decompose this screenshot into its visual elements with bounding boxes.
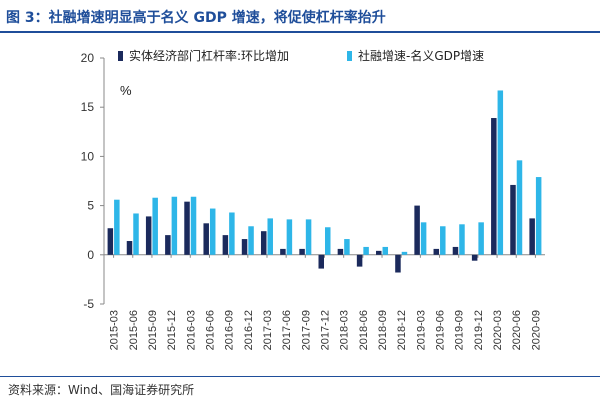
legend-swatch-leverage: [118, 51, 123, 61]
x-tick-label: 2017-12: [320, 310, 332, 350]
bar-leverage-change: [356, 254, 363, 267]
chart-legend: 实体经济部门杠杆率:环比增加 社融增速-名义GDP增速: [118, 48, 484, 63]
bar-financing-gdp-gap: [171, 196, 178, 255]
chart-axes: -5 0 5 10 15 20 2015-03 2015-06 2015-09 2015-12 20…: [81, 51, 545, 350]
bar-leverage-change: [491, 118, 497, 255]
bar-leverage-change: [376, 250, 382, 255]
bar-leverage-change: [395, 254, 401, 273]
x-tick-label: 2015-03: [109, 310, 121, 350]
bar-financing-gdp-gap: [363, 246, 369, 255]
x-tick-label: 2020-03: [492, 310, 504, 350]
bar-financing-gdp-gap: [535, 177, 542, 255]
legend-swatch-gap: [347, 51, 352, 61]
bar-leverage-change: [126, 241, 133, 255]
source-divider: [0, 376, 600, 377]
bar-leverage-change: [222, 235, 229, 255]
bar-financing-gdp-gap: [478, 222, 484, 255]
bar-leverage-change: [260, 231, 267, 255]
bar-leverage-change: [318, 254, 324, 269]
y-tick-label: 20: [81, 51, 95, 65]
y-tick-label: 0: [87, 248, 94, 262]
bar-financing-gdp-gap: [267, 218, 273, 255]
x-tick-label: 2018-06: [358, 310, 370, 350]
x-tick-label: 2019-12: [473, 310, 485, 350]
y-tick-label: 15: [81, 100, 95, 114]
bar-leverage-change: [510, 184, 516, 255]
figure-title-bar: 图 3：社融增速明显高于名义 GDP 增速，将促使杠杆率抬升: [0, 0, 600, 33]
chart-bars: [107, 90, 542, 273]
x-tick-label: 2018-12: [396, 310, 408, 350]
bar-financing-gdp-gap: [344, 239, 350, 255]
bar-financing-gdp-gap: [497, 90, 504, 255]
bar-leverage-change: [241, 239, 248, 255]
y-tick-label: -5: [83, 297, 94, 311]
y-tick-label: 10: [81, 149, 95, 163]
y-tick-label: 5: [87, 199, 94, 213]
bar-financing-gdp-gap: [382, 246, 389, 255]
x-tick-label: 2019-09: [454, 310, 466, 350]
legend-label-gap: 社融增速-名义GDP增速: [358, 48, 484, 63]
bar-financing-gdp-gap: [190, 196, 197, 255]
unit-label: %: [120, 83, 132, 98]
bar-financing-gdp-gap: [229, 212, 235, 255]
x-tick-label: 2017-06: [281, 310, 293, 350]
bar-leverage-change: [414, 205, 420, 255]
bar-leverage-change: [471, 254, 478, 261]
bar-leverage-change: [280, 248, 286, 255]
bar-financing-gdp-gap: [286, 219, 293, 255]
source-note: 资料来源：Wind、国海证券研究所: [8, 383, 195, 397]
bar-financing-gdp-gap: [152, 197, 158, 255]
bar-financing-gdp-gap: [516, 160, 523, 255]
x-tick-label: 2015-12: [166, 310, 178, 350]
bar-financing-gdp-gap: [401, 251, 408, 255]
x-tick-label: 2018-03: [339, 310, 351, 350]
bar-leverage-change: [165, 235, 171, 255]
x-tick-label: 2018-09: [377, 310, 389, 350]
x-tick-label: 2019-03: [415, 310, 427, 350]
legend-label-leverage: 实体经济部门杠杆率:环比增加: [129, 48, 289, 63]
bar-leverage-change: [433, 248, 440, 255]
title-divider: [0, 31, 600, 33]
bar-leverage-change: [107, 228, 114, 255]
bar-leverage-change: [529, 218, 535, 255]
bar-leverage-change: [203, 223, 209, 255]
x-tick-label: 2016-03: [185, 310, 197, 350]
x-tick-label: 2017-03: [262, 310, 274, 350]
bar-chart: -5 0 5 10 15 20 2015-03 2015-06 2015-09 2015-12 20…: [81, 48, 545, 350]
bar-leverage-change: [452, 246, 459, 255]
bar-financing-gdp-gap: [440, 226, 446, 255]
bar-leverage-change: [299, 248, 305, 255]
x-tick-label: 2016-12: [243, 310, 255, 350]
x-tick-label: 2020-09: [530, 310, 542, 350]
bar-financing-gdp-gap: [114, 199, 120, 255]
x-tick-label: 2016-06: [204, 310, 216, 350]
x-tick-label: 2017-09: [300, 310, 312, 350]
bar-financing-gdp-gap: [209, 208, 216, 255]
x-tick-label: 2015-09: [147, 310, 159, 350]
figure-title: 图 3：社融增速明显高于名义 GDP 增速，将促使杠杆率抬升: [6, 10, 386, 26]
x-tick-label: 2016-09: [224, 310, 236, 350]
x-tick-label: 2020-06: [511, 310, 523, 350]
bar-leverage-change: [184, 201, 190, 255]
x-tick-label: 2015-06: [128, 310, 140, 350]
bar-financing-gdp-gap: [459, 224, 465, 255]
x-tick-label: 2019-06: [435, 310, 447, 350]
bar-financing-gdp-gap: [305, 219, 312, 255]
bar-leverage-change: [337, 248, 344, 255]
bar-leverage-change: [145, 216, 152, 255]
bar-financing-gdp-gap: [248, 226, 254, 255]
bar-financing-gdp-gap: [420, 222, 427, 255]
bar-financing-gdp-gap: [133, 213, 139, 255]
bar-financing-gdp-gap: [325, 227, 331, 255]
